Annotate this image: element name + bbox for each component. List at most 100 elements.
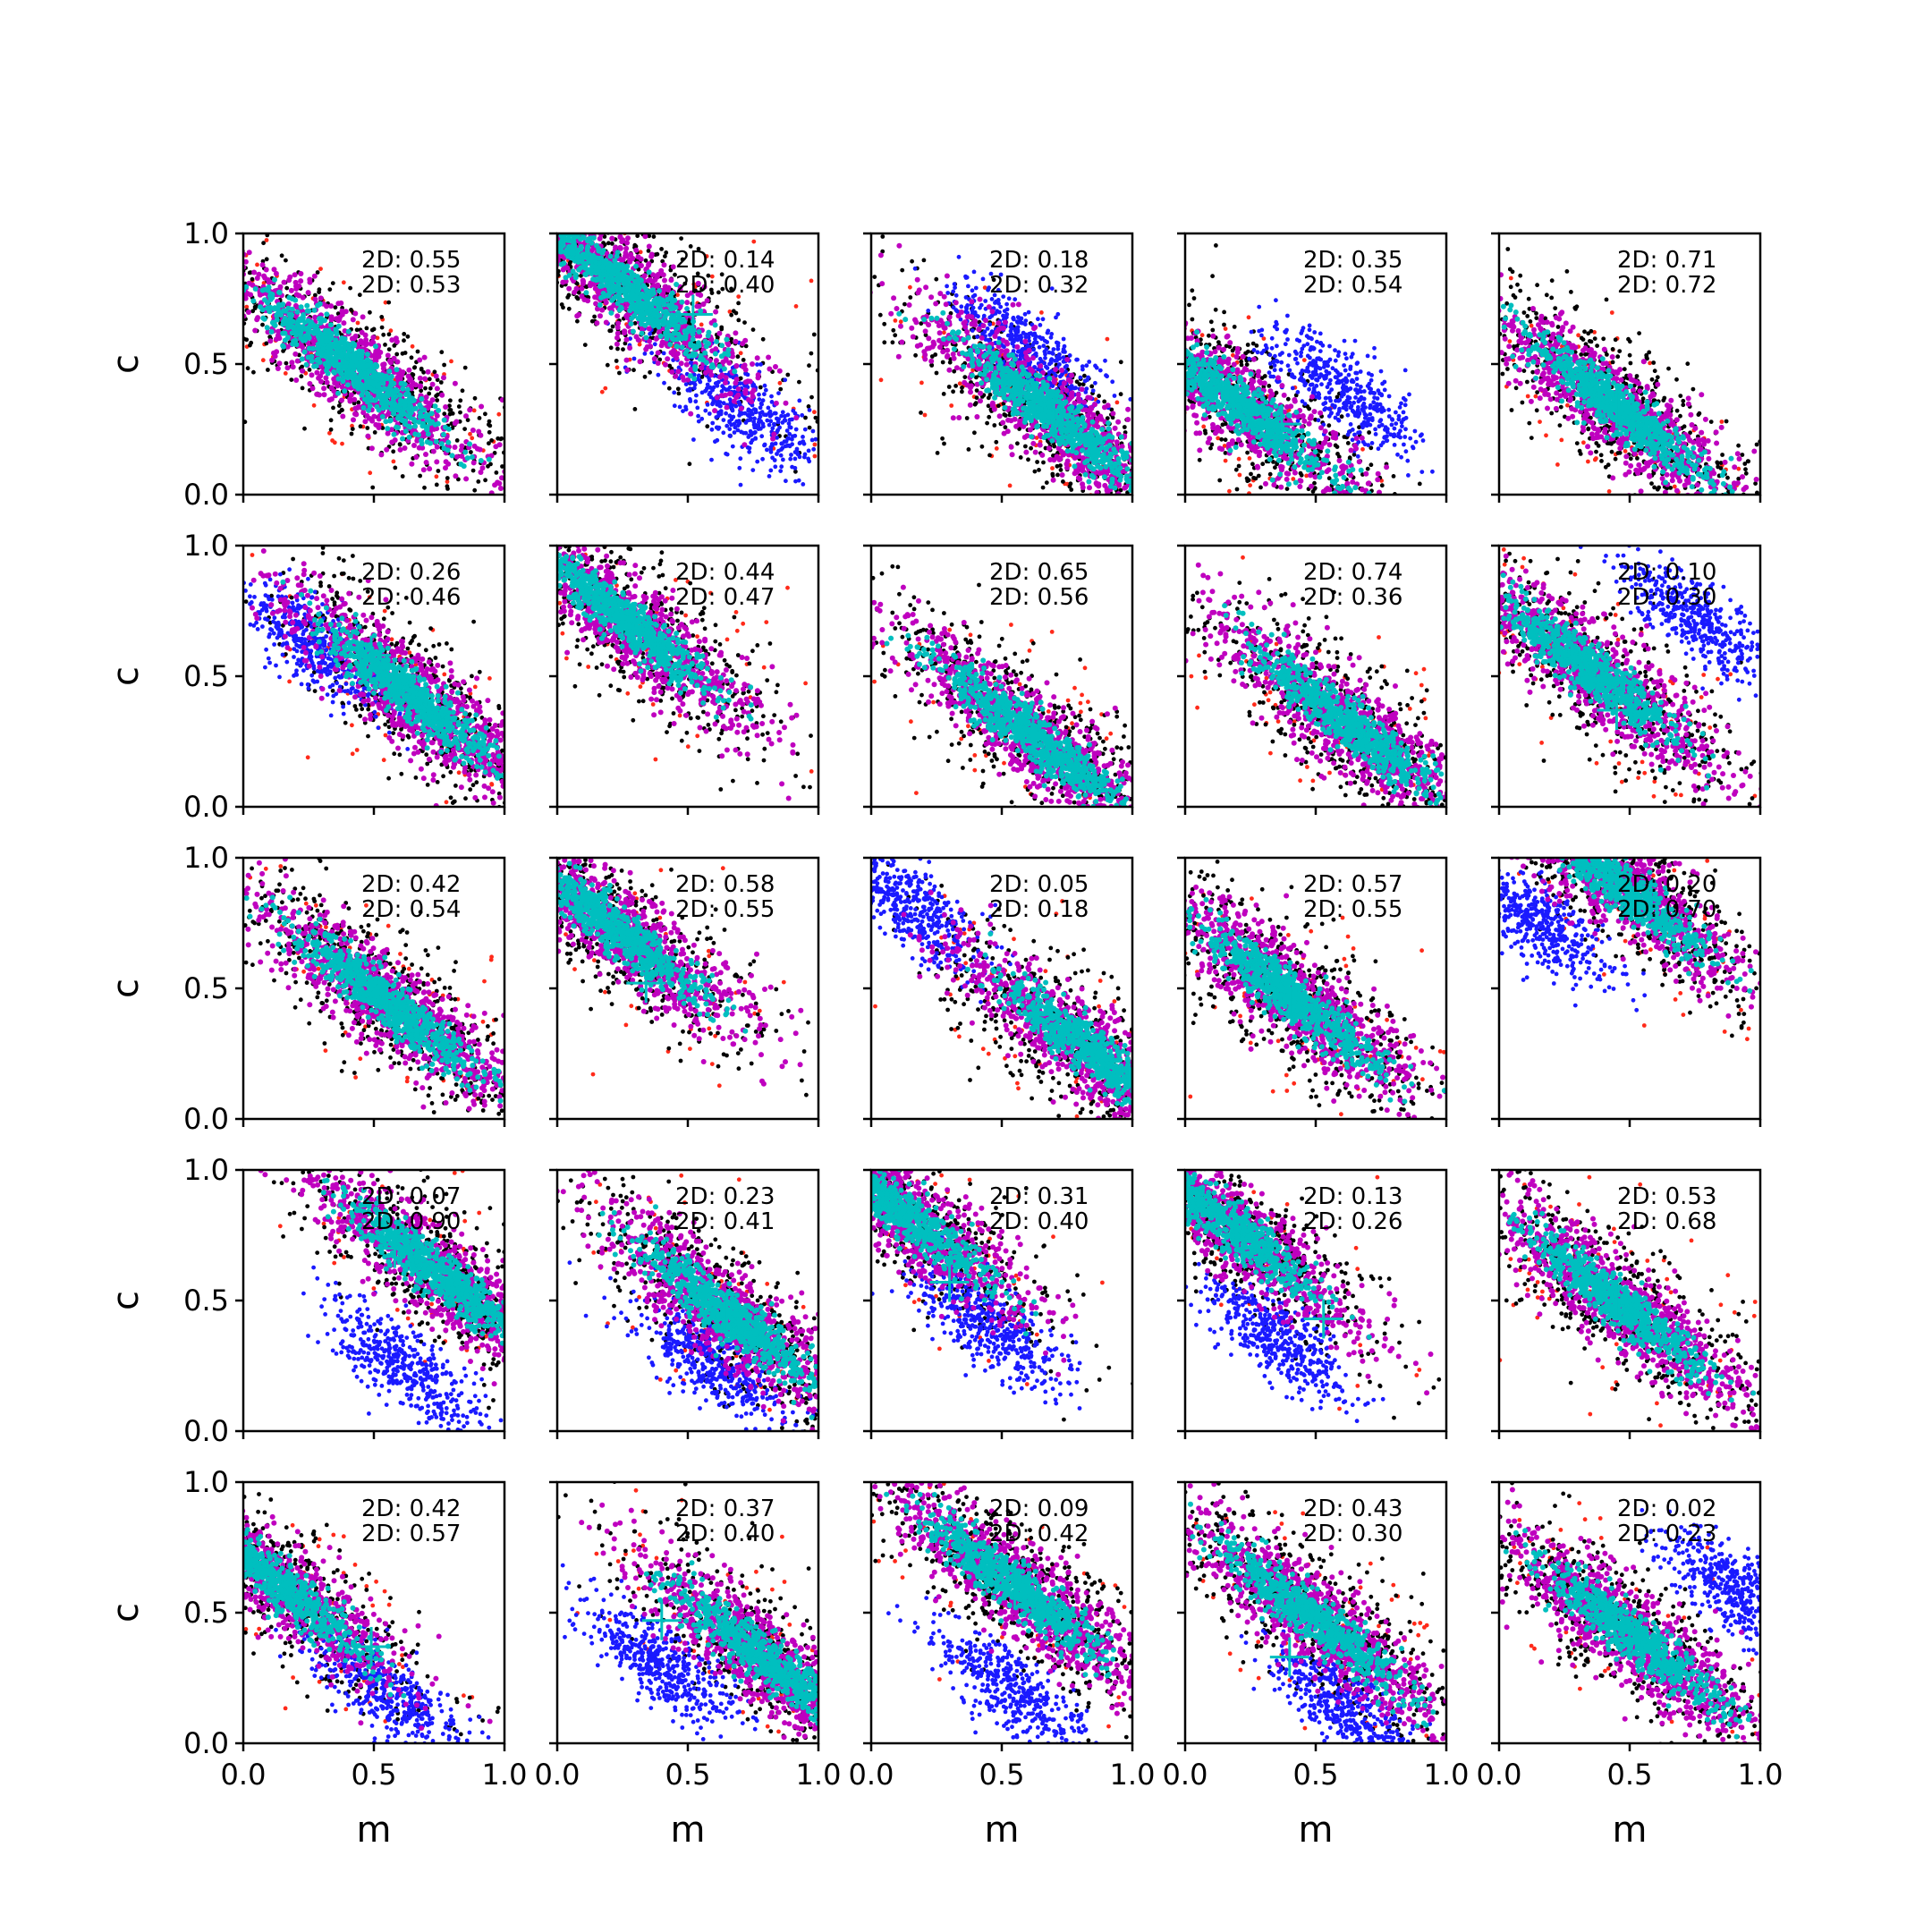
point xyxy=(708,392,712,396)
point xyxy=(546,226,551,232)
point xyxy=(609,236,614,242)
point xyxy=(274,349,279,354)
point xyxy=(668,277,674,283)
point xyxy=(530,131,534,135)
point xyxy=(487,441,491,445)
point xyxy=(663,362,668,368)
point xyxy=(561,267,566,273)
point xyxy=(735,393,741,398)
point xyxy=(531,182,537,188)
point xyxy=(652,277,657,283)
point xyxy=(317,393,322,398)
point xyxy=(272,305,277,310)
point xyxy=(649,351,654,355)
point xyxy=(411,373,416,377)
point xyxy=(812,333,817,337)
point xyxy=(559,249,564,254)
point xyxy=(265,325,270,330)
point xyxy=(390,407,395,412)
point xyxy=(402,332,406,336)
point xyxy=(232,270,237,275)
point xyxy=(360,314,366,319)
point xyxy=(226,317,231,321)
point xyxy=(191,285,196,291)
point xyxy=(299,304,304,309)
point xyxy=(463,366,468,370)
point xyxy=(642,323,648,328)
point xyxy=(542,134,547,139)
point xyxy=(705,386,709,391)
point xyxy=(808,426,812,430)
point xyxy=(673,403,677,408)
point xyxy=(683,405,688,410)
point xyxy=(522,224,528,229)
point xyxy=(709,362,715,368)
point xyxy=(218,199,223,203)
point xyxy=(691,437,696,442)
point xyxy=(601,248,606,253)
point xyxy=(351,317,356,322)
point xyxy=(559,262,564,267)
point xyxy=(559,227,564,233)
point xyxy=(678,405,682,410)
point xyxy=(326,364,331,369)
point xyxy=(525,198,530,203)
point xyxy=(548,225,554,231)
point xyxy=(517,225,522,231)
point xyxy=(445,476,450,480)
point xyxy=(567,227,572,232)
point xyxy=(546,240,550,244)
point xyxy=(577,216,582,222)
point xyxy=(316,270,320,275)
point xyxy=(373,422,378,428)
point xyxy=(528,226,533,232)
point xyxy=(767,367,772,372)
point xyxy=(648,343,653,349)
point xyxy=(548,248,553,252)
point xyxy=(289,288,294,293)
point xyxy=(193,304,198,309)
point xyxy=(207,263,211,267)
point xyxy=(521,168,526,174)
point xyxy=(640,331,645,336)
point xyxy=(791,409,795,413)
point xyxy=(591,224,597,229)
point xyxy=(541,199,547,204)
point xyxy=(634,335,640,340)
point xyxy=(488,188,493,192)
point xyxy=(513,224,518,228)
point xyxy=(428,441,433,446)
point xyxy=(760,410,765,414)
point xyxy=(538,239,543,244)
point xyxy=(739,406,744,411)
point xyxy=(247,250,252,255)
point xyxy=(412,366,417,370)
point xyxy=(555,201,560,206)
point xyxy=(115,230,121,235)
point xyxy=(586,228,591,233)
point xyxy=(807,363,811,368)
point xyxy=(558,223,564,228)
point xyxy=(554,196,558,200)
point xyxy=(387,332,392,336)
point xyxy=(564,228,568,233)
point xyxy=(652,356,657,361)
point xyxy=(755,362,759,367)
point xyxy=(724,424,729,428)
point xyxy=(505,250,510,255)
point xyxy=(457,404,462,409)
point xyxy=(529,204,534,209)
point xyxy=(590,216,596,222)
point xyxy=(823,436,828,441)
point xyxy=(797,380,801,385)
point xyxy=(225,290,230,294)
point xyxy=(340,378,345,384)
point xyxy=(382,386,387,392)
point xyxy=(584,271,589,276)
point xyxy=(359,424,363,428)
point xyxy=(544,229,549,234)
point xyxy=(568,216,573,221)
point xyxy=(784,479,788,483)
point xyxy=(662,352,666,356)
point xyxy=(443,158,448,164)
